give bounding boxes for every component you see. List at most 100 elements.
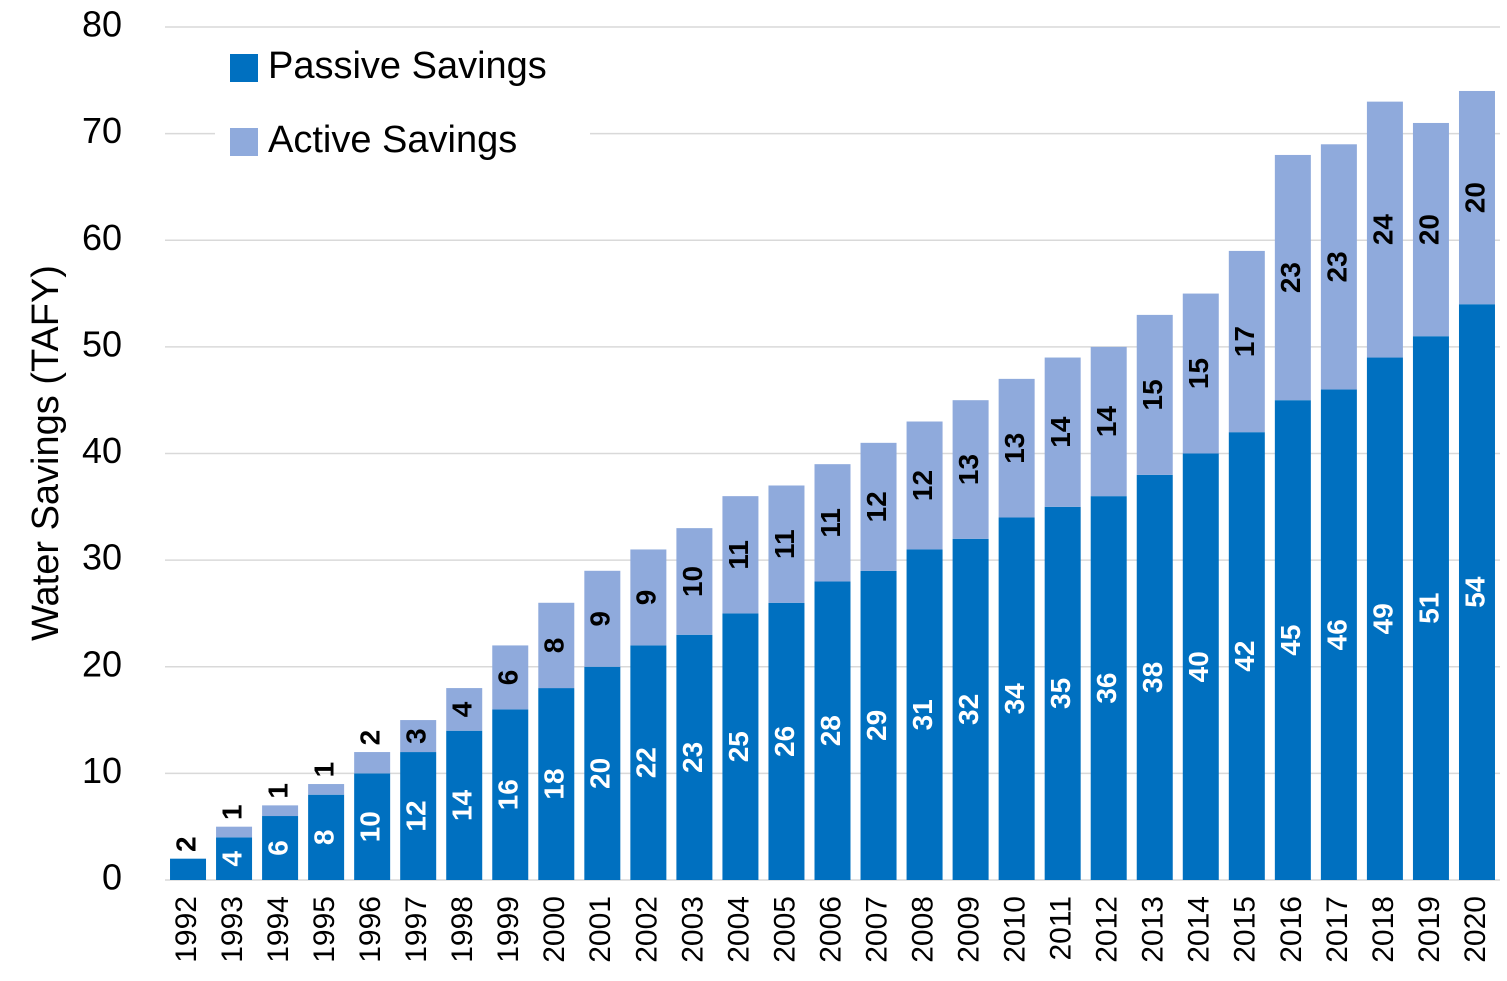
bar-segment [1090, 496, 1127, 880]
data-label: 17 [1229, 326, 1260, 357]
data-label: 12 [401, 800, 432, 831]
bar-segment [400, 752, 437, 880]
data-label: 2 [170, 836, 201, 852]
bar-segment [216, 826, 253, 838]
bar-segment [906, 549, 943, 880]
data-label: 23 [677, 742, 708, 773]
data-label: 6 [493, 670, 524, 686]
data-label: 38 [1137, 662, 1168, 693]
bar-segment [952, 400, 989, 539]
data-label: 8 [309, 830, 340, 846]
bar-segment [1458, 304, 1495, 881]
data-label: 13 [999, 433, 1030, 464]
data-label: 24 [1367, 214, 1398, 246]
bar-segment [308, 794, 345, 880]
bar-segment [1320, 144, 1357, 390]
data-label: 3 [401, 728, 432, 744]
data-label: 4 [216, 850, 247, 866]
data-label: 25 [723, 731, 754, 762]
bar-segment [768, 485, 805, 603]
x-tick-label: 2005 [768, 896, 801, 963]
bar-segment [308, 784, 345, 795]
bar-segment [676, 634, 713, 880]
y-tick-label: 30 [82, 537, 122, 578]
data-label: 6 [262, 840, 293, 856]
y-tick-label: 60 [82, 217, 122, 258]
data-label: 20 [1413, 214, 1444, 245]
bar-segment [860, 442, 897, 571]
bar-segment [538, 602, 575, 689]
bar-segment [584, 570, 621, 667]
bar-segment [906, 421, 943, 550]
x-tick-label: 2009 [953, 896, 986, 963]
bar-segment [998, 517, 1035, 880]
data-label: 51 [1413, 593, 1444, 624]
data-label: 36 [1091, 672, 1122, 703]
data-label: 28 [815, 715, 846, 746]
data-label: 11 [815, 508, 846, 538]
legend-label: Passive Savings [268, 45, 547, 87]
bar-segment [446, 688, 483, 731]
data-label: 12 [907, 470, 938, 501]
x-tick-label: 1995 [308, 896, 341, 963]
bar-segment [584, 666, 621, 880]
data-label: 14 [1045, 416, 1076, 448]
x-tick-label: 1992 [170, 896, 203, 963]
x-tick-label: 1996 [354, 896, 387, 963]
bar-segment [1136, 474, 1173, 880]
bar-segment [722, 496, 759, 614]
bar-segment [1412, 122, 1449, 337]
bar-segment [1274, 154, 1311, 401]
data-label: 29 [861, 710, 892, 741]
data-label: 31 [907, 699, 938, 730]
data-label: 40 [1183, 651, 1214, 682]
y-tick-label: 70 [82, 110, 122, 151]
data-label: 49 [1367, 603, 1398, 634]
bar-segment [354, 773, 391, 880]
data-label: 20 [585, 758, 616, 789]
data-label: 9 [585, 611, 616, 627]
x-tick-label: 2013 [1137, 896, 1170, 963]
x-tick-label: 1997 [400, 896, 433, 963]
data-label: 16 [493, 779, 524, 810]
y-axis-label: Water Savings (TAFY) [25, 265, 67, 641]
bar-segment [722, 613, 759, 880]
x-tick-label: 2015 [1229, 896, 1262, 963]
bar-segment [1274, 400, 1311, 880]
x-tick-label: 2012 [1091, 896, 1124, 963]
data-label: 34 [999, 683, 1030, 715]
x-tick-label: 2003 [676, 896, 709, 963]
bar-segment [1090, 346, 1127, 497]
bar-segment [446, 730, 483, 880]
bar-segment [262, 816, 299, 880]
x-tick-label: 2008 [906, 896, 939, 963]
data-label: 1 [262, 783, 293, 799]
data-label: 14 [1091, 406, 1122, 438]
bar-segment [630, 549, 667, 646]
data-label: 1 [216, 804, 247, 820]
bar-segment [630, 645, 667, 880]
bar-segment [1182, 453, 1219, 880]
y-tick-label: 40 [82, 430, 122, 471]
data-label: 11 [723, 540, 754, 570]
data-label: 11 [769, 529, 800, 559]
data-label: 20 [1459, 182, 1490, 213]
x-tick-label: 2004 [722, 896, 755, 963]
bar-segment [814, 464, 851, 582]
bar-segment [1366, 101, 1403, 358]
x-tick-label: 2010 [999, 896, 1032, 963]
data-label: 14 [447, 789, 478, 821]
x-tick-label: 1998 [446, 896, 479, 963]
x-tick-label: 2018 [1367, 896, 1400, 963]
bar-segment [538, 688, 575, 880]
data-label: 13 [953, 454, 984, 485]
data-label: 35 [1045, 678, 1076, 709]
bar-segment [492, 645, 529, 710]
bar-segment [1366, 357, 1403, 881]
bar-segment [998, 378, 1035, 518]
bar-segment [952, 538, 989, 880]
data-label: 45 [1275, 625, 1306, 656]
x-tick-label: 2000 [538, 896, 571, 963]
bar-segment [1136, 314, 1173, 475]
